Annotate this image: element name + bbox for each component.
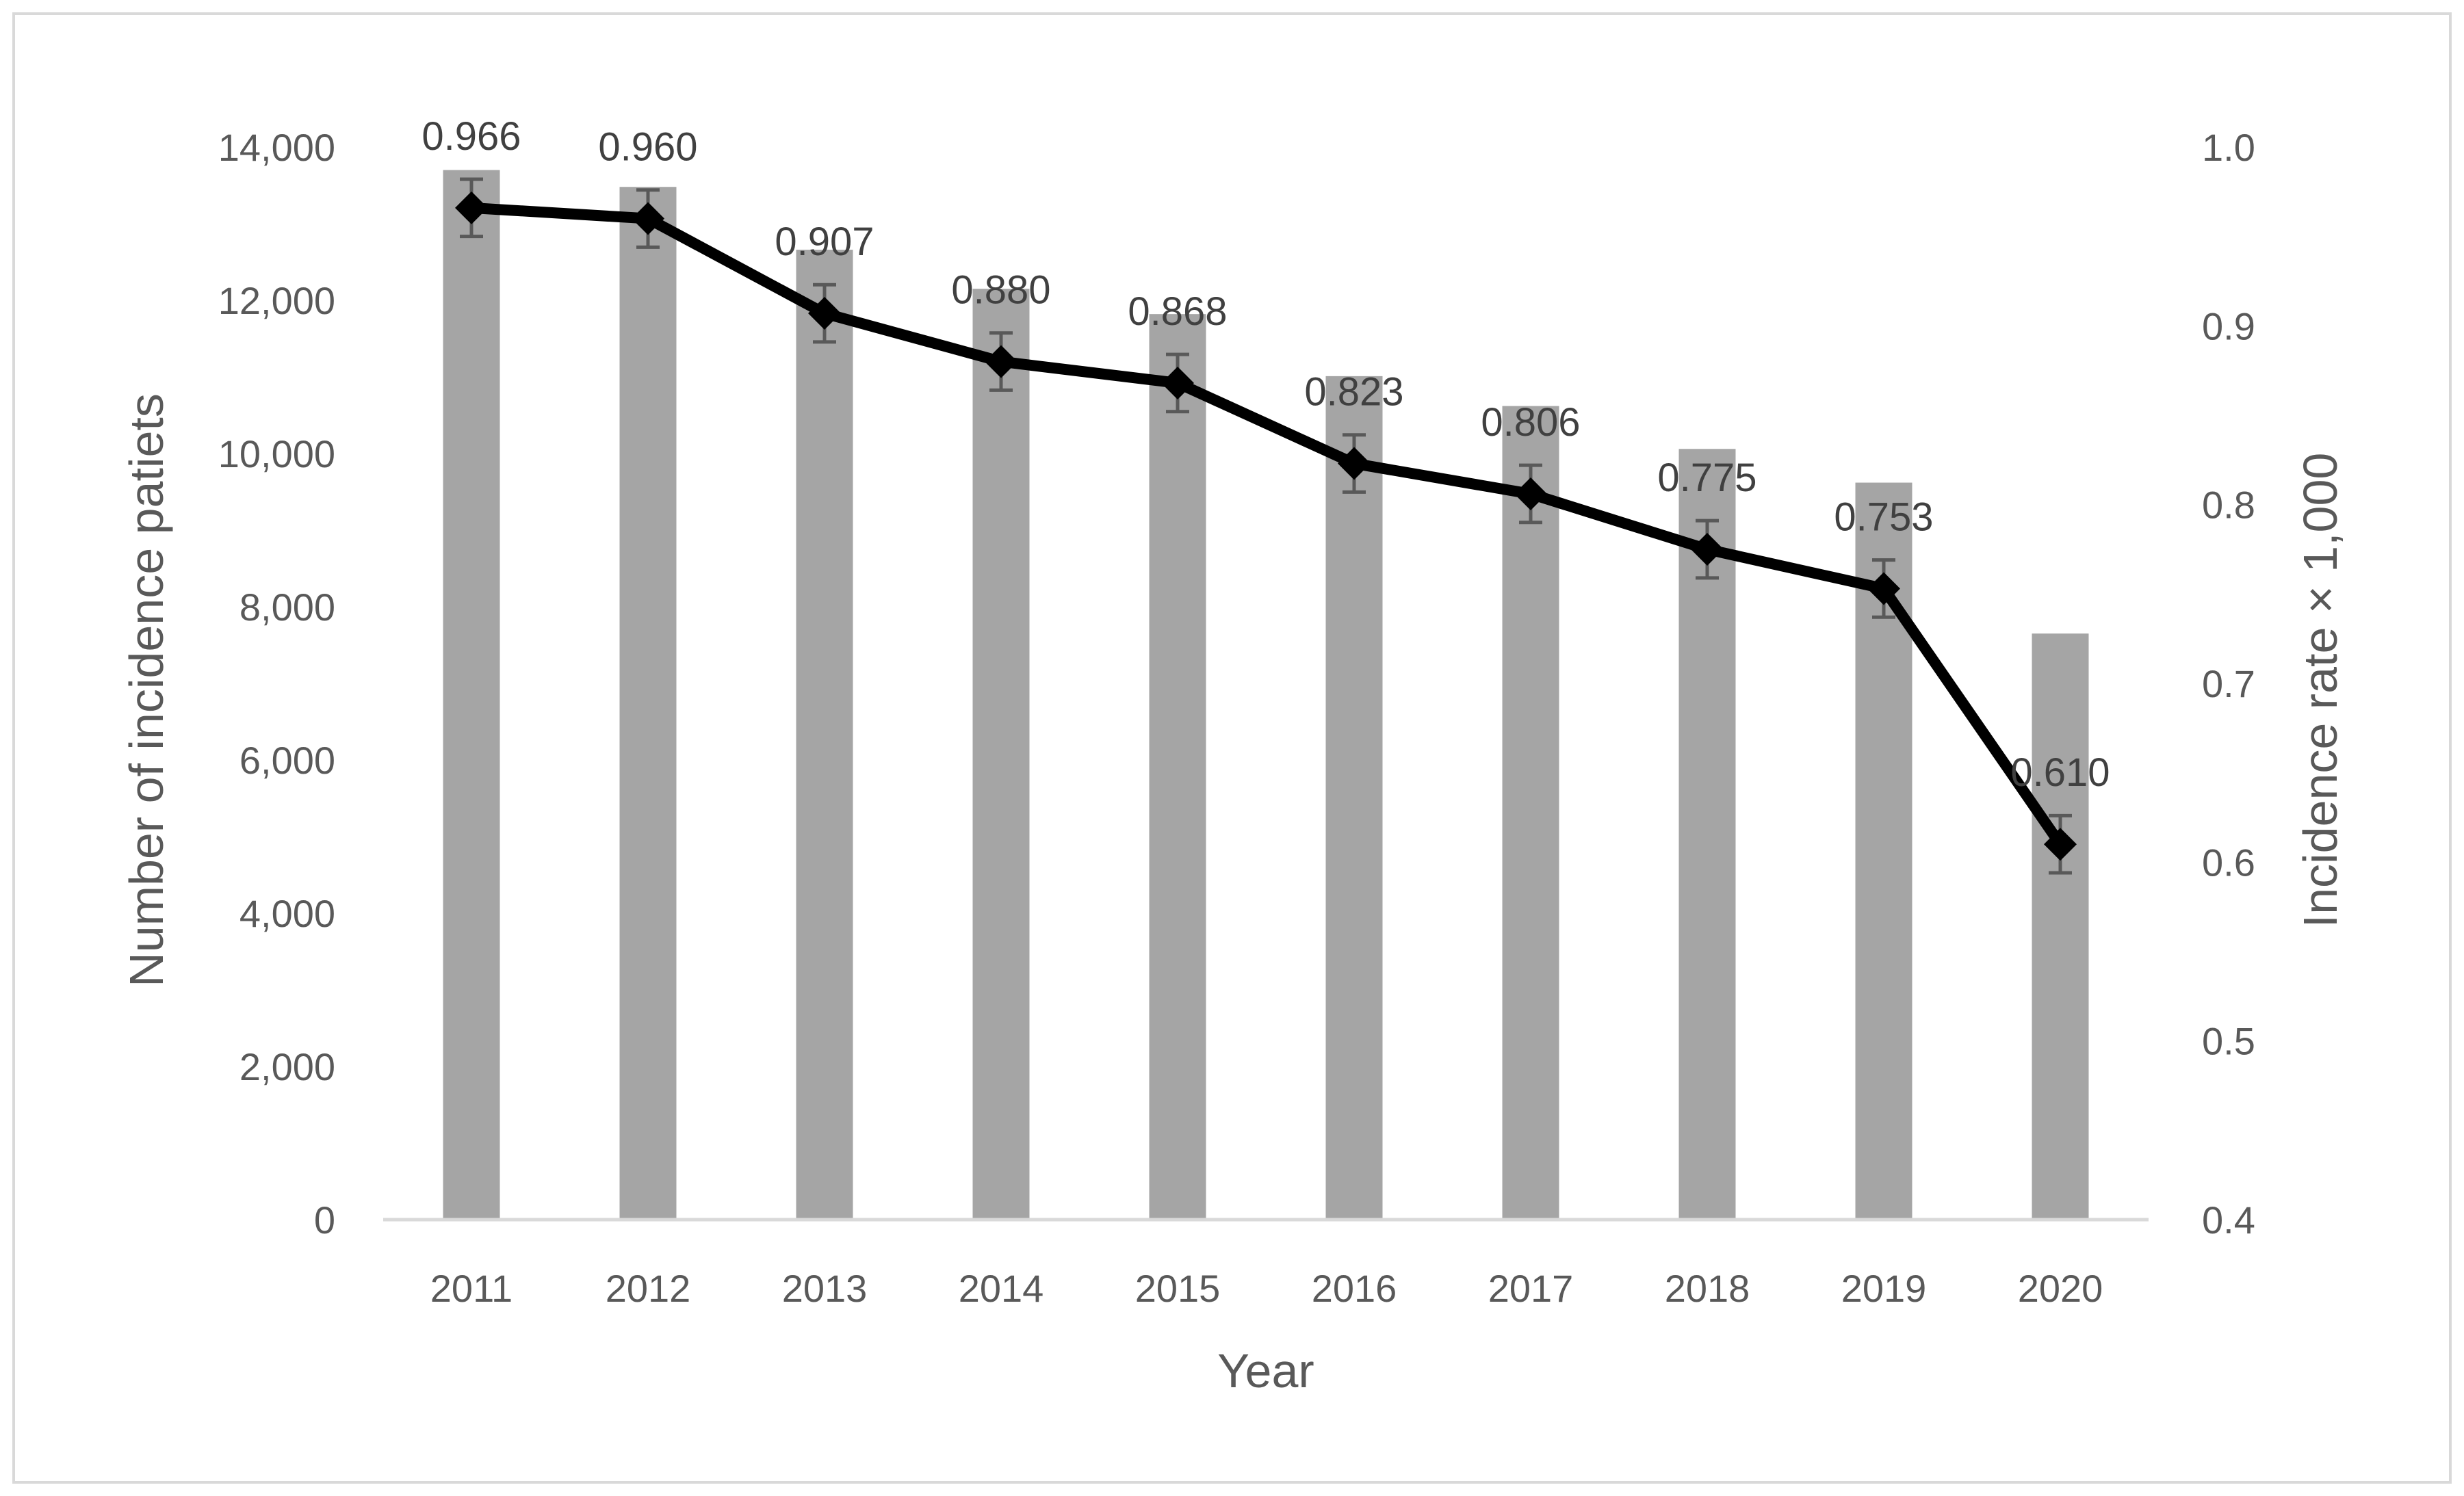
- markers: [455, 191, 2077, 861]
- y-tick-right: 0.5: [2202, 1020, 2255, 1063]
- y-axis-right-title: Incidence rate × 1,000: [2294, 453, 2347, 928]
- x-tick: 2013: [782, 1267, 868, 1310]
- data-label-2014: 0.880: [951, 268, 1050, 313]
- error-bars: [460, 177, 2072, 875]
- marker-2018: [1691, 533, 1724, 566]
- marker-2017: [1514, 477, 1547, 510]
- y-tick-right: 0.8: [2202, 484, 2255, 527]
- marker-2016: [1338, 447, 1371, 480]
- data-label-2012: 0.960: [598, 125, 697, 170]
- data-label-2020: 0.610: [2010, 750, 2110, 795]
- x-tick: 2012: [606, 1267, 691, 1310]
- marker-2011: [455, 191, 488, 224]
- data-label-2018: 0.775: [1657, 456, 1756, 500]
- data-label-2016: 0.823: [1304, 370, 1403, 415]
- y-tick-left: 2,000: [239, 1045, 335, 1088]
- marker-2013: [808, 297, 841, 330]
- y-tick-right: 0.4: [2202, 1198, 2255, 1242]
- y-tick-left: 6,000: [239, 739, 335, 782]
- x-tick: 2017: [1488, 1267, 1574, 1310]
- y-tick-left: 8,000: [239, 586, 335, 629]
- bar-2012: [619, 187, 677, 1220]
- x-tick: 2016: [1312, 1267, 1397, 1310]
- x-tick: 2014: [959, 1267, 1044, 1310]
- x-tick: 2015: [1135, 1267, 1221, 1310]
- y-tick-right: 0.7: [2202, 662, 2255, 705]
- bar-2015: [1149, 314, 1206, 1220]
- incidence-rate-line: [471, 202, 2065, 848]
- x-tick: 2018: [1665, 1267, 1750, 1310]
- x-tick: 2019: [1841, 1267, 1927, 1310]
- marker-2015: [1161, 366, 1194, 399]
- y-tick-left: 0: [314, 1198, 335, 1242]
- marker-2019: [1867, 572, 1900, 605]
- bar-2020: [2032, 633, 2089, 1220]
- y-tick-right: 1.0: [2202, 126, 2255, 169]
- y-axis-left-title: Number of incidence patiets: [120, 393, 173, 987]
- data-label-2011: 0.966: [422, 114, 521, 159]
- data-labels: 0.966 0.960 0.907 0.880 0.868 0.823 0.806 0.775…: [422, 114, 2110, 795]
- data-label-2013: 0.907: [775, 220, 874, 264]
- x-tick: 2011: [430, 1267, 513, 1310]
- x-tick: 2020: [2018, 1267, 2103, 1310]
- bar-2011: [443, 170, 500, 1220]
- x-axis-ticks: 2011 2012 2013 2014 2015 2016 2017 2018 2019 2020: [430, 1267, 2103, 1310]
- marker-2014: [985, 345, 1017, 378]
- y-tick-right: 0.9: [2202, 304, 2255, 347]
- y-tick-right: 0.6: [2202, 841, 2255, 884]
- data-label-2017: 0.806: [1481, 400, 1580, 445]
- bar-2016: [1325, 376, 1383, 1220]
- data-label-2019: 0.753: [1834, 495, 1933, 539]
- bar-2014: [972, 289, 1030, 1220]
- data-label-2015: 0.868: [1128, 289, 1227, 334]
- marker-2012: [632, 202, 664, 235]
- y-tick-left: 4,000: [239, 892, 335, 935]
- y-tick-left: 10,000: [218, 432, 335, 475]
- bar-2017: [1502, 406, 1559, 1220]
- x-axis-title: Year: [1217, 1344, 1314, 1397]
- y-tick-left: 14,000: [218, 126, 335, 169]
- bar-2013: [796, 250, 853, 1220]
- y-tick-left: 12,000: [218, 279, 335, 322]
- bars: [443, 170, 2089, 1220]
- marker-2020: [2044, 828, 2077, 861]
- y-axis-right-ticks: 0.4 0.5 0.6 0.7 0.8 0.9 1.0: [2202, 126, 2255, 1242]
- y-axis-left-ticks: 0 2,000 4,000 6,000 8,000 10,000 12,000 14,000: [218, 126, 335, 1242]
